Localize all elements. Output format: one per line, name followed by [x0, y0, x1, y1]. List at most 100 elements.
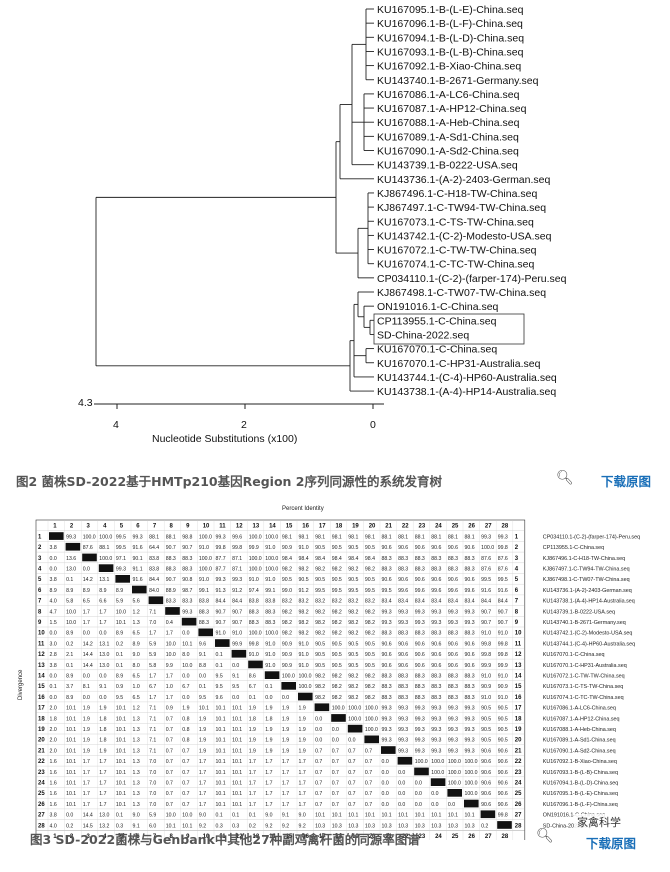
magnifier-plus-icon[interactable]: 🔍︎: [536, 827, 554, 843]
sequence-name: KU143742.1-(C-2)-Modesto-USA.seq: [543, 631, 633, 637]
matrix-cell: 87.6: [481, 567, 491, 573]
matrix-cell: 10.1: [465, 813, 475, 819]
matrix-cell: 0.0: [232, 695, 239, 701]
sequence-name: SD-China-2022.seq: [543, 823, 590, 829]
matrix-cell: 98.2: [299, 567, 309, 573]
matrix-cell: 10.3: [382, 823, 392, 829]
matrix-cell: 1.9: [249, 706, 256, 712]
matrix-cell: 7.0: [149, 759, 156, 765]
phylogenetic-tree: KU167095.1-B-(L-E)-China.seq KU167096.1-B…: [78, 4, 567, 445]
matrix-cell: 10.0: [116, 609, 126, 615]
matrix-cell: 0.0: [398, 791, 405, 797]
matrix-cell: 0.0: [382, 802, 389, 808]
scale-value: 4.3: [78, 397, 93, 409]
row-index-left: 16: [38, 695, 45, 701]
matrix-cell: 99.3: [382, 727, 392, 733]
magnifier-plus-icon[interactable]: 🔍︎: [556, 469, 574, 485]
matrix-cell: 83.4: [465, 599, 475, 605]
matrix-cell: 98.4: [282, 556, 292, 562]
matrix-cell: 1.8: [50, 716, 57, 722]
matrix-cell: 99.3: [66, 534, 76, 540]
column-footer: 1: [53, 834, 57, 840]
matrix-cell: 90.6: [431, 577, 441, 583]
matrix-cell: 8.0: [182, 652, 189, 658]
matrix-cell: 9.1: [232, 674, 239, 680]
diagonal-cell: [480, 810, 496, 819]
matrix-cell: 1.7: [299, 770, 306, 776]
matrix-cell: 90.8: [182, 577, 192, 583]
sequence-name: KU167072.1-C-TW-TW-China.seq: [543, 674, 625, 680]
matrix-cell: 14.4: [83, 813, 93, 819]
matrix-cell: 98.2: [299, 620, 309, 626]
matrix-cell: 10.1: [431, 813, 441, 819]
matrix-cell: 90.5: [365, 663, 375, 669]
matrix-cell: 100.0: [249, 567, 262, 573]
taxon-label: KU167088.1-A-Heb-China.seq: [377, 117, 520, 129]
matrix-cell: 0.7: [332, 802, 339, 808]
row-index-right: 28: [515, 823, 522, 829]
column-footer: 23: [419, 834, 426, 840]
matrix-cell: 2.0: [50, 706, 57, 712]
figure-3-caption: 图3 SD-2022菌株与Genbank中其他27种副鸡禽杆菌的同源率图谱: [30, 832, 420, 847]
matrix-cell: 10.1: [216, 706, 226, 712]
matrix-cell: 9.1: [99, 684, 106, 690]
column-header: 26: [468, 524, 475, 530]
matrix-cell: 10.1: [232, 716, 242, 722]
matrix-cell: 1.6: [50, 781, 57, 787]
matrix-cell: 10.1: [66, 706, 76, 712]
matrix-cell: 0.1: [50, 684, 57, 690]
sequence-name: KU167095.1-B-(L-E)-China.seq: [543, 791, 618, 797]
download-figure-2-link[interactable]: 下载原图: [601, 474, 652, 489]
matrix-cell: 1.7: [99, 609, 106, 615]
matrix-cell: 90.5: [332, 652, 342, 658]
matrix-cell: 99.3: [398, 706, 408, 712]
matrix-cell: 90.6: [382, 545, 392, 551]
matrix-cell: 91.6: [133, 545, 143, 551]
matrix-cell: 90.5: [481, 706, 491, 712]
matrix-cell: 90.5: [365, 641, 375, 647]
matrix-cell: 100.0: [448, 770, 461, 776]
matrix-cell: 10.1: [116, 770, 126, 776]
matrix-cell: 88.3: [382, 695, 392, 701]
matrix-cell: 9.2: [299, 823, 306, 829]
matrix-cell: 83.8: [265, 599, 275, 605]
matrix-cell: 99.3: [448, 609, 458, 615]
diagonal-cell: [364, 735, 379, 744]
matrix-cell: 10.1: [232, 727, 242, 733]
matrix-cell: 88.3: [431, 567, 441, 573]
matrix-cell: 10.3: [465, 823, 475, 829]
row-index-left: 17: [38, 706, 45, 712]
matrix-cell: 98.4: [365, 556, 375, 562]
matrix-cell: 0.0: [99, 674, 106, 680]
matrix-cell: 98.2: [315, 695, 325, 701]
matrix-cell: 98.2: [348, 609, 358, 615]
matrix-cell: 90.7: [232, 620, 242, 626]
matrix-cell: 0.8: [182, 716, 189, 722]
matrix-cell: 0.0: [348, 738, 355, 744]
column-header: 17: [319, 524, 326, 530]
matrix-cell: 91.0: [199, 545, 209, 551]
matrix-cell: 98.2: [315, 684, 325, 690]
row-index-left: 19: [38, 727, 45, 733]
download-figure-3-link[interactable]: 下载原图: [586, 836, 637, 851]
matrix-cell: 90.6: [382, 663, 392, 669]
matrix-cell: 90.5: [365, 577, 375, 583]
matrix-cell: 1.9: [299, 727, 306, 733]
matrix-cell: 1.8: [99, 738, 106, 744]
matrix-cell: 10.1: [348, 813, 358, 819]
matrix-cell: 1.9: [299, 716, 306, 722]
matrix-cell: 90.5: [315, 577, 325, 583]
matrix-cell: 98.2: [315, 620, 325, 626]
matrix-cell: 1.9: [83, 738, 90, 744]
column-footer: 20: [369, 834, 376, 840]
matrix-cell: 88.3: [465, 556, 475, 562]
matrix-cell: 98.2: [365, 620, 375, 626]
matrix-cell: 88.3: [431, 684, 441, 690]
matrix-cell: 1.7: [282, 770, 289, 776]
matrix-cell: 99.3: [448, 738, 458, 744]
matrix-cell: 100.0: [249, 631, 262, 637]
matrix-cell: 10.0: [182, 813, 192, 819]
matrix-cell: 4.0: [50, 599, 57, 605]
column-header: 27: [485, 524, 492, 530]
matrix-cell: 90.5: [332, 641, 342, 647]
